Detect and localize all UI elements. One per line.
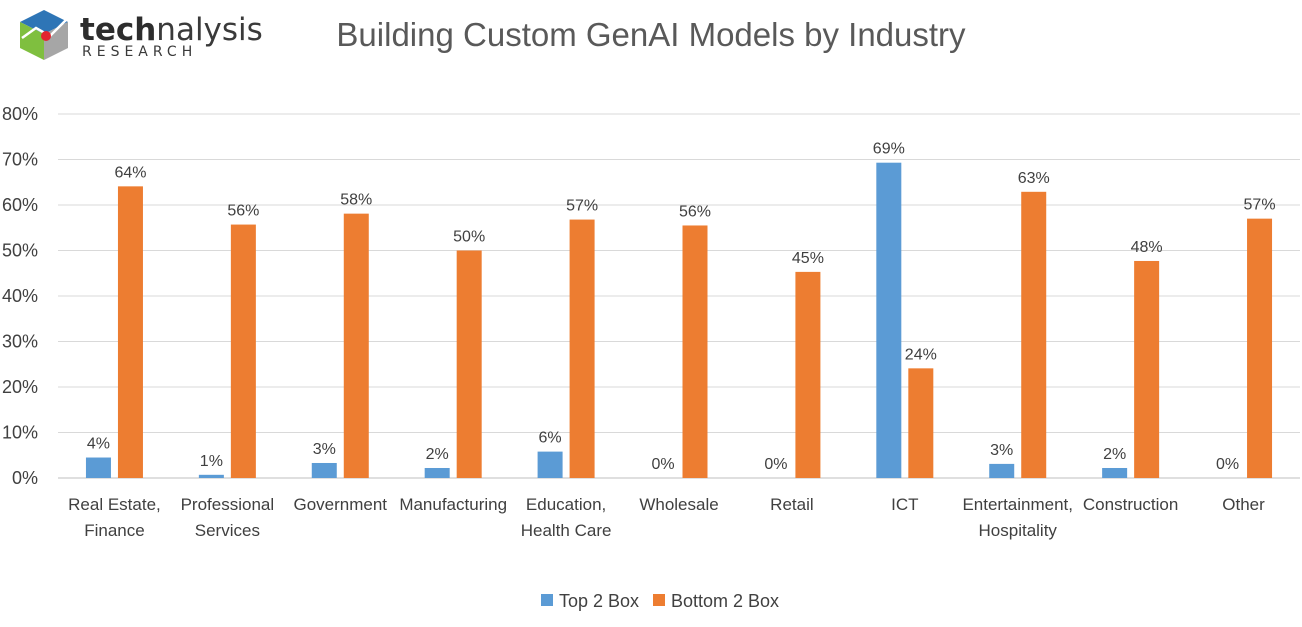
y-tick-label: 40% (2, 286, 38, 306)
x-category-label: Construction (1083, 495, 1178, 514)
data-label-bottom-2-box: 45% (792, 250, 824, 267)
data-label-top-2-box: 1% (200, 453, 223, 470)
data-label-bottom-2-box: 57% (566, 198, 598, 215)
gridlines (58, 113, 1300, 479)
data-label-top-2-box: 3% (990, 442, 1013, 459)
data-label-top-2-box: 6% (539, 430, 562, 447)
y-tick-label: 70% (2, 150, 38, 170)
bar-bottom-2-box (569, 219, 595, 478)
bar-top-2-box (311, 462, 337, 478)
bar-bottom-2-box (1021, 191, 1047, 478)
data-label-top-2-box: 0% (1216, 456, 1239, 473)
data-label-bottom-2-box: 56% (227, 203, 259, 220)
x-category-label: Other (1222, 495, 1265, 514)
logo-word-bold: tech (80, 12, 156, 48)
y-tick-label: 20% (2, 377, 38, 397)
x-category-label: Retail (770, 495, 813, 514)
y-tick-label: 10% (2, 423, 38, 443)
data-label-bottom-2-box: 64% (114, 164, 146, 181)
data-label-bottom-2-box: 56% (679, 203, 711, 220)
data-label-top-2-box: 2% (1103, 446, 1126, 463)
bar-top-2-box (989, 463, 1015, 478)
bar-top-2-box (85, 457, 111, 478)
legend-swatch-bottom-2-box (653, 594, 665, 606)
data-label-top-2-box: 4% (87, 436, 110, 453)
y-tick-label: 60% (2, 195, 38, 215)
x-category-label: Professional Services (181, 495, 275, 540)
bar-top-2-box (424, 467, 450, 478)
y-axis-ticks: 0% 10% 20% 30% 40% 50% 60% 70% 80% (2, 104, 38, 488)
data-label-bottom-2-box: 63% (1018, 170, 1050, 187)
data-label-bottom-2-box: 48% (1131, 239, 1163, 256)
bar-bottom-2-box (795, 271, 821, 478)
bar-bottom-2-box (1134, 260, 1160, 478)
x-category-label: Education, Health Care (521, 495, 612, 540)
logo-word-light: nalysis (156, 12, 263, 48)
x-category-label: Real Estate, Finance (68, 495, 161, 540)
x-category-label: Government (293, 495, 387, 514)
data-label-top-2-box: 0% (764, 456, 787, 473)
data-label-bottom-2-box: 50% (453, 229, 485, 246)
y-tick-label: 50% (2, 241, 38, 261)
logo-subtitle: RESEARCH (82, 44, 197, 60)
y-tick-label: 80% (2, 104, 38, 124)
y-tick-label: 30% (2, 332, 38, 352)
legend-label-bottom-2-box: Bottom 2 Box (671, 591, 779, 611)
bars (85, 162, 1273, 478)
technalysis-logo: technalysis RESEARCH (20, 10, 263, 60)
x-category-label: Wholesale (639, 495, 718, 514)
svg-text:technalysis: technalysis (80, 12, 263, 48)
data-labels: 4% 1% 3% 2% 6% 0% 0% 69% 3% 2% 0% 64% 56% 58% 50% 57% 56… (87, 141, 1276, 473)
bar-bottom-2-box (456, 250, 482, 478)
data-label-top-2-box: 69% (873, 141, 905, 158)
bar-top-2-box (198, 474, 224, 478)
chart-title: Building Custom GenAI Models by Industry (336, 16, 966, 53)
data-label-bottom-2-box: 24% (905, 346, 937, 363)
x-category-label: ICT (891, 495, 918, 514)
bar-bottom-2-box (117, 186, 143, 478)
bar-top-2-box (876, 162, 902, 478)
bar-top-2-box (537, 451, 563, 478)
data-label-bottom-2-box: 57% (1244, 197, 1276, 214)
y-tick-label: 0% (12, 468, 38, 488)
data-label-bottom-2-box: 58% (340, 192, 372, 209)
bar-bottom-2-box (1247, 218, 1273, 478)
bar-top-2-box (1102, 467, 1128, 478)
data-label-top-2-box: 3% (313, 441, 336, 458)
bar-bottom-2-box (908, 368, 934, 478)
x-axis-categories: Real Estate, Finance Professional Services G… (68, 495, 1265, 540)
x-category-label: Entertainment, Hospitality (962, 495, 1073, 540)
legend-label-top-2-box: Top 2 Box (559, 591, 639, 611)
bar-bottom-2-box (682, 225, 708, 478)
legend-swatch-top-2-box (541, 594, 553, 606)
data-label-top-2-box: 0% (651, 456, 674, 473)
cube-icon (20, 10, 74, 60)
bar-bottom-2-box (343, 213, 369, 478)
x-category-label: Manufacturing (399, 495, 507, 514)
legend: Top 2 Box Bottom 2 Box (541, 591, 779, 611)
data-label-top-2-box: 2% (426, 446, 449, 463)
bar-bottom-2-box (230, 224, 256, 478)
